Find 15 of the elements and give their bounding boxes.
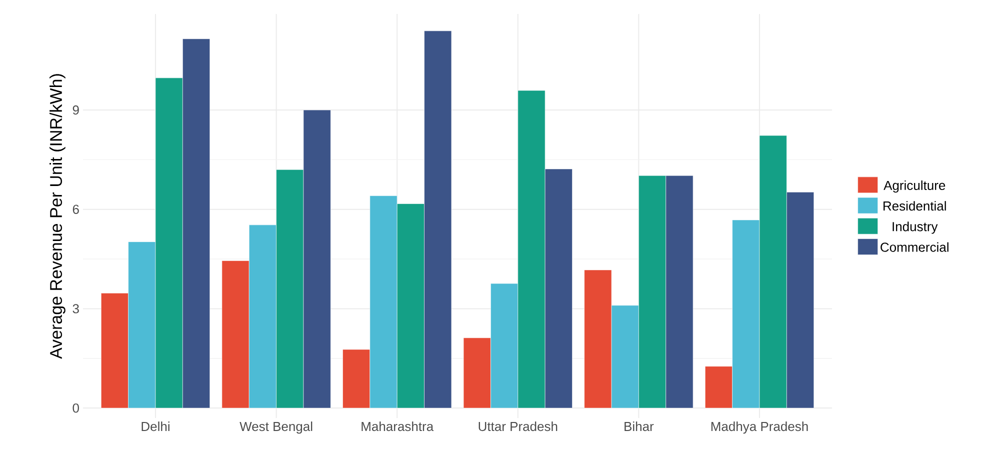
legend-label: Commercial bbox=[880, 242, 948, 252]
legend-label: Industry bbox=[892, 222, 938, 234]
y-tick-label: 0 bbox=[72, 403, 79, 413]
x-tick-label: West Bengal bbox=[240, 422, 312, 434]
legend-label: Agriculture bbox=[884, 180, 946, 193]
x-tick-label: Maharashtra bbox=[362, 422, 434, 432]
y-tick-label: 6 bbox=[72, 204, 79, 214]
y-tick-label: 3 bbox=[72, 304, 79, 314]
x-tick-label: Uttar Pradesh bbox=[478, 422, 558, 432]
y-tick-label: 9 bbox=[72, 105, 79, 115]
x-tick-label: Madhya Pradesh bbox=[711, 422, 808, 434]
x-tick-label: Delhi bbox=[142, 422, 170, 432]
y-axis-title: Average Revenue Per Unit (INR/kWh) bbox=[50, 74, 66, 359]
legend-label: Residential bbox=[884, 201, 946, 211]
x-tick-label: Bihar bbox=[624, 422, 654, 432]
